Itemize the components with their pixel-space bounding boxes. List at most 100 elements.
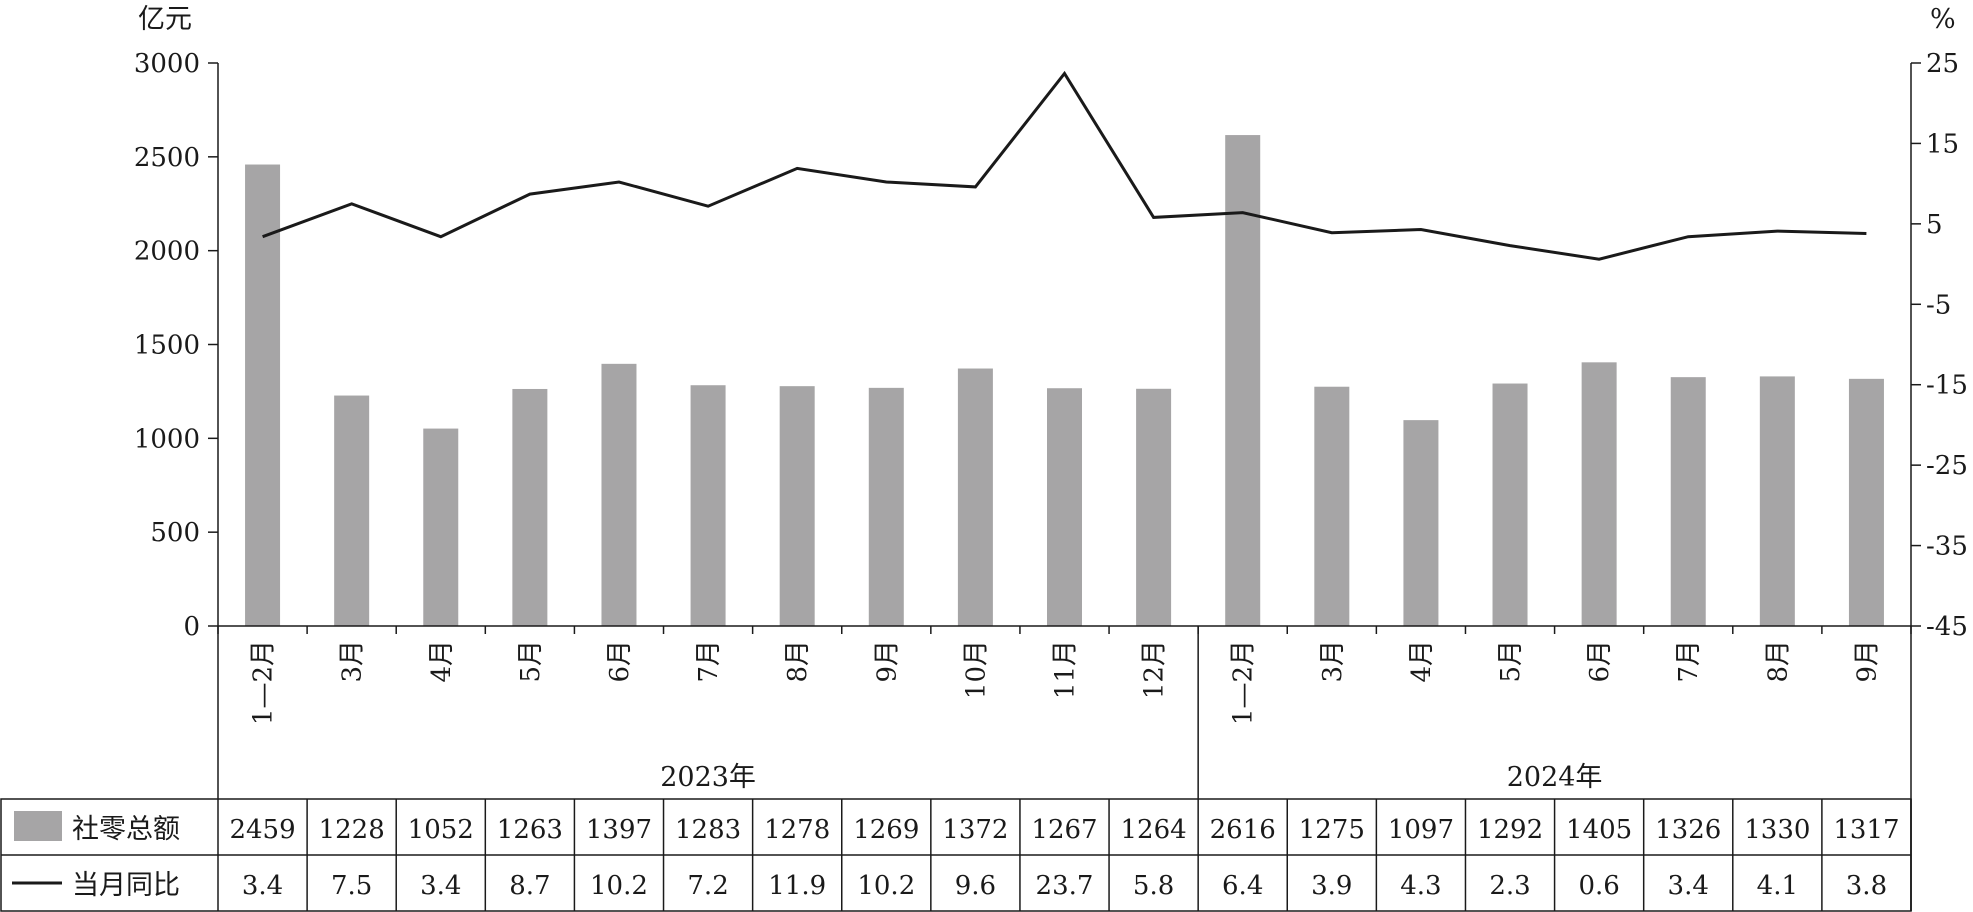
right-tick-label: -45 [1926,612,1968,642]
line-value-cell: 6.4 [1222,871,1263,901]
legend-bar-swatch [14,811,62,841]
category-label: 5月 [516,640,546,683]
category-label: 1—2月 [249,640,279,725]
category-label: 12月 [1140,640,1170,699]
bar-value-cell: 2459 [229,815,295,845]
bar [512,388,548,626]
bar [957,368,993,626]
bar-value-cell: 1263 [497,815,563,845]
category-label: 4月 [427,640,457,683]
bar-value-cell: 1397 [586,815,652,845]
line-series [262,70,1867,261]
right-tick-label: 5 [1926,210,1943,240]
category-label: 8月 [1763,640,1793,683]
line-value-cell: 23.7 [1036,871,1094,901]
line-value-cell: 3.4 [242,871,283,901]
category-label: 7月 [1674,640,1704,683]
bar-value-cell: 1278 [764,815,830,845]
bar-value-cell: 1372 [942,815,1008,845]
bar [601,363,637,626]
left-tick-label: 2500 [134,143,200,173]
line-value-cell: 7.5 [331,871,372,901]
year-group-label: 2024年 [1507,762,1603,793]
bar [334,395,370,626]
right-tick-label: -15 [1926,371,1968,401]
line-value-cell: 3.4 [1668,871,1709,901]
right-tick-label: 15 [1926,129,1959,159]
bar [245,164,281,627]
bar [1492,383,1528,626]
right-axis-unit: % [1930,4,1956,35]
bar [1225,135,1261,626]
bar-value-cell: 1228 [319,815,385,845]
left-tick-label: 3000 [134,49,200,79]
bar [1403,420,1439,626]
bar [1047,388,1082,626]
line-value-cell: 5.8 [1133,871,1174,901]
bar-value-cell: 1283 [675,815,741,845]
left-tick-label: 1000 [134,424,200,454]
line-value-cell: 7.2 [687,871,728,901]
bar [1136,388,1172,626]
line-value-cell: 8.7 [509,871,550,901]
category-label: 9月 [872,640,902,683]
bar [1848,378,1884,626]
bar [690,385,726,626]
bar-value-cell: 1317 [1833,815,1899,845]
left-axis-unit: 亿元 [138,4,192,35]
right-tick-label: -25 [1926,451,1968,481]
bar [779,386,815,626]
category-label: 5月 [1496,640,1526,683]
category-label: 11月 [1051,640,1081,699]
bar-value-cell: 1052 [408,815,474,845]
category-label: 6月 [1585,640,1615,683]
line-value-cell: 10.2 [590,871,648,901]
bar [868,387,904,626]
category-label: 8月 [783,640,813,683]
bar [1314,386,1350,626]
bar [1670,377,1706,626]
line-value-cell: 4.1 [1757,871,1798,901]
line-value-cell: 3.4 [420,871,461,901]
left-tick-label: 1500 [134,331,200,361]
legend-bar-label: 社零总额 [72,814,180,845]
category-label: 3月 [1318,640,1348,683]
bar-value-cell: 2616 [1210,815,1276,845]
line-value-cell: 11.9 [768,871,826,901]
line-value-cell: 0.6 [1578,871,1619,901]
bar [1759,376,1795,626]
category-label: 10月 [961,640,991,699]
bar-value-cell: 1097 [1388,815,1454,845]
line-value-cell: 3.9 [1311,871,1352,901]
line-value-cell: 2.3 [1489,871,1530,901]
left-tick-label: 2000 [134,237,200,267]
bar [423,428,459,626]
bar-value-cell: 1264 [1121,815,1187,845]
right-tick-label: 25 [1926,49,1959,79]
left-tick-label: 500 [150,518,200,548]
bar-value-cell: 1267 [1031,815,1097,845]
line-value-cell: 3.8 [1846,871,1887,901]
line-value-cell: 10.2 [857,871,915,901]
line-value-cell: 9.6 [955,871,996,901]
left-tick-label: 0 [183,612,200,642]
bar-value-cell: 1405 [1566,815,1632,845]
bar-value-cell: 1275 [1299,815,1365,845]
line-value-cell: 4.3 [1400,871,1441,901]
right-tick-label: -5 [1926,290,1951,320]
bar-value-cell: 1292 [1477,815,1543,845]
bar [1581,362,1617,626]
category-label: 9月 [1852,640,1882,683]
category-label: 6月 [605,640,635,683]
bar-value-cell: 1326 [1655,815,1721,845]
year-group-label: 2023年 [660,762,756,793]
bar-value-cell: 1269 [853,815,919,845]
category-label: 4月 [1407,640,1437,683]
legend-line-label: 当月同比 [72,870,180,901]
category-label: 1—2月 [1229,640,1259,725]
category-label: 3月 [338,640,368,683]
right-tick-label: -35 [1926,532,1968,562]
bar-value-cell: 1330 [1744,815,1810,845]
category-label: 7月 [694,640,724,683]
